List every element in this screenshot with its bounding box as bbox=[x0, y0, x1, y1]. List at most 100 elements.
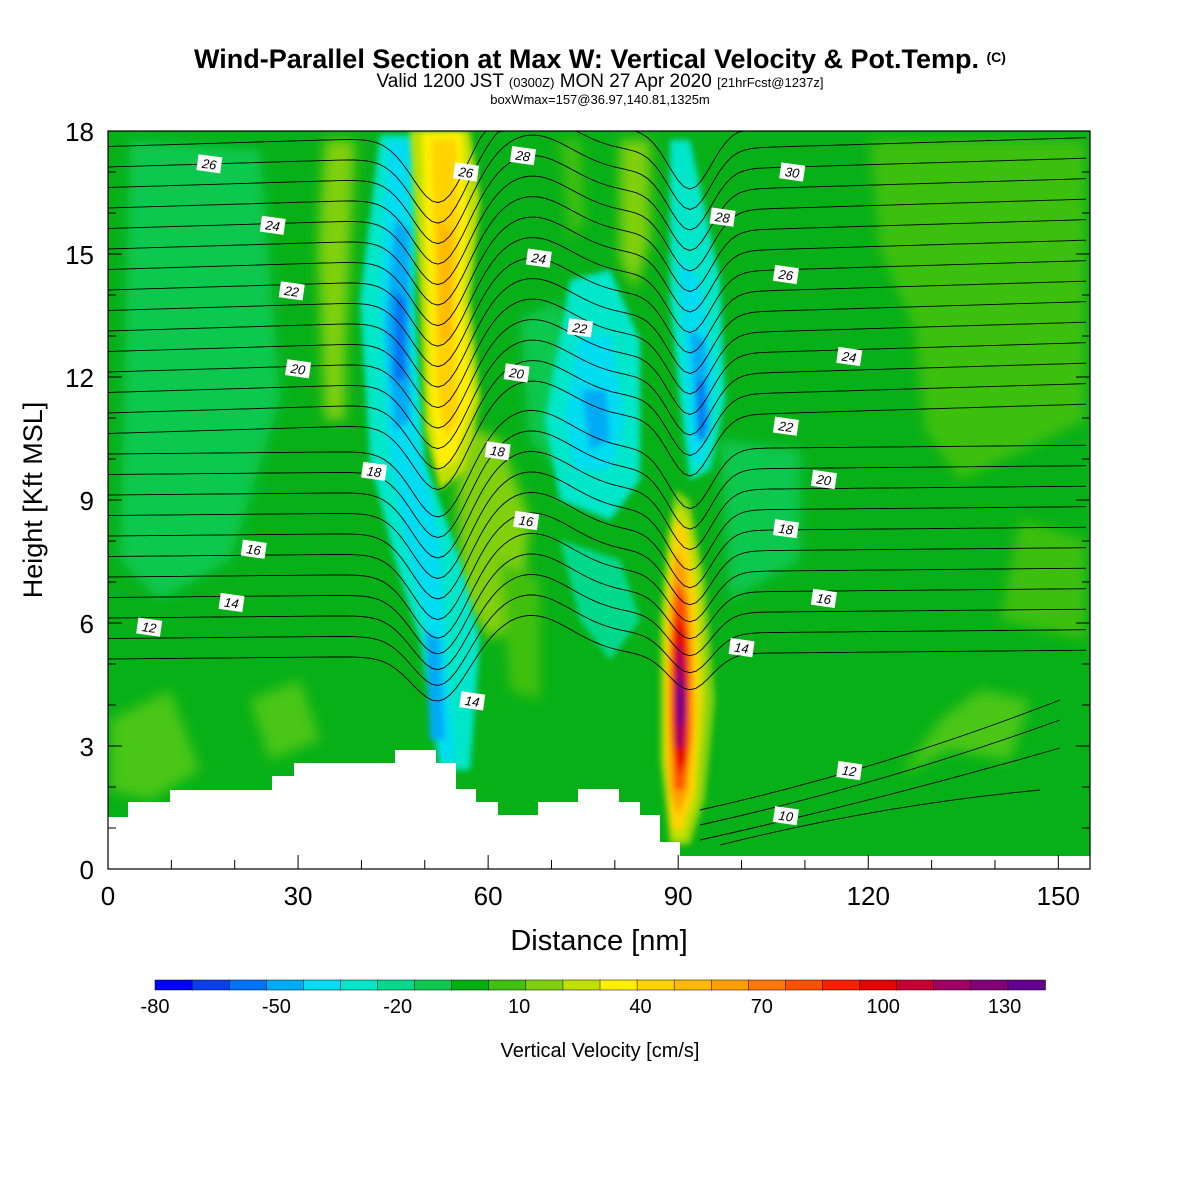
colorbar-tick-label: 130 bbox=[988, 996, 1021, 1018]
theta-contour-line bbox=[108, 594, 1087, 686]
contour-label-box bbox=[452, 162, 479, 182]
contour-label: 18 bbox=[484, 441, 511, 461]
theta-contour-line bbox=[108, 410, 1087, 518]
chart-subtitle: Valid 1200 JST (0300Z) MON 27 Apr 2020 [… bbox=[376, 71, 824, 92]
y-tick-label: 18 bbox=[65, 117, 94, 147]
x-tick-label: 30 bbox=[284, 881, 313, 911]
contour-label-box bbox=[772, 416, 799, 436]
colorbar-swatch bbox=[970, 979, 1009, 991]
contour-label-text: 22 bbox=[777, 418, 795, 435]
contour-label: 30 bbox=[779, 162, 806, 182]
colorbar-swatch bbox=[488, 979, 527, 991]
colorbar-tick-label: -80 bbox=[141, 996, 170, 1018]
colorbar-tick-label: 100 bbox=[866, 996, 899, 1018]
contour-label: 26 bbox=[772, 264, 799, 285]
colorbar-tick-label: 10 bbox=[508, 996, 530, 1018]
contour-label-text: 28 bbox=[514, 148, 532, 165]
theta-contour-line bbox=[108, 196, 1087, 306]
contour-label-text: 20 bbox=[815, 471, 833, 488]
colorbar-swatch bbox=[896, 979, 935, 991]
copyright-mark: (C) bbox=[986, 49, 1006, 65]
theta-contour-line bbox=[108, 380, 1087, 491]
contour-label-box bbox=[836, 346, 863, 367]
colorbar-swatch bbox=[822, 979, 861, 991]
colorbar-swatch bbox=[228, 979, 268, 991]
box-info: boxWmax=157@36.97,140.81,1325m bbox=[490, 92, 710, 107]
contour-label-box bbox=[218, 592, 245, 613]
contour-label-box bbox=[772, 806, 799, 826]
contour-label-box bbox=[509, 146, 536, 166]
contour-label-box bbox=[240, 539, 267, 559]
colorbar-swatch bbox=[266, 979, 305, 991]
contour-label-box bbox=[484, 441, 511, 461]
contour-label-text: 12 bbox=[141, 619, 158, 636]
y-tick-label: 9 bbox=[80, 486, 94, 516]
contour-label-text: 16 bbox=[245, 541, 262, 558]
contour-label-text: 26 bbox=[777, 266, 795, 283]
contour-label: 22 bbox=[566, 318, 593, 338]
theta-contour-line bbox=[108, 615, 1087, 702]
theta-contour-line bbox=[108, 237, 1087, 347]
terrain bbox=[108, 750, 1090, 869]
colorbar-swatch bbox=[154, 979, 193, 991]
contour-label: 26 bbox=[196, 154, 223, 174]
theta-contour-line bbox=[108, 131, 1086, 204]
theta-contour-line bbox=[108, 533, 1087, 639]
contour-label-text: 26 bbox=[457, 164, 475, 181]
contour-label: 22 bbox=[772, 416, 799, 436]
contour-label-box bbox=[810, 588, 837, 608]
contour-label-box bbox=[259, 215, 286, 235]
contour-label-text: 24 bbox=[530, 250, 547, 267]
theta-contour-line bbox=[108, 155, 1087, 265]
colorbar-swatch bbox=[191, 979, 230, 991]
contour-label-text: 14 bbox=[223, 595, 239, 612]
contour-label-text: 18 bbox=[366, 463, 383, 480]
theta-contour-line bbox=[108, 553, 1087, 655]
contour-label-box bbox=[779, 162, 806, 182]
contour-label-box bbox=[709, 207, 736, 227]
contour-label-text: 22 bbox=[282, 283, 300, 300]
contour-label-box bbox=[836, 761, 863, 781]
contour-label: 10 bbox=[772, 806, 799, 826]
theta-contour-line bbox=[108, 216, 1087, 327]
colorbar: -80 -50 -20 10 40 70 100 130 bbox=[141, 979, 1046, 1018]
contour-label-text: 18 bbox=[778, 521, 795, 538]
contour-label: 22 bbox=[278, 281, 305, 301]
colorbar-swatch bbox=[748, 979, 787, 991]
colorbar-swatch bbox=[599, 979, 638, 991]
contour-label: 14 bbox=[459, 691, 486, 711]
contour-label: 16 bbox=[513, 510, 540, 531]
colorbar-swatch bbox=[414, 979, 453, 991]
contour-label-box bbox=[459, 691, 486, 711]
contour-label-box bbox=[513, 510, 540, 531]
theta-contour-line bbox=[108, 298, 1087, 409]
theta-contour-line bbox=[108, 319, 1087, 429]
contour-label-text: 20 bbox=[289, 361, 307, 378]
y-tick-label: 15 bbox=[65, 240, 94, 270]
y-tick-label: 12 bbox=[65, 363, 94, 393]
contour-label-box bbox=[285, 359, 312, 379]
y-tick-label: 0 bbox=[80, 855, 94, 885]
contour-label-box bbox=[361, 461, 388, 481]
contour-label: 12 bbox=[836, 761, 863, 781]
colorbar-swatch bbox=[377, 979, 416, 991]
contour-label: 24 bbox=[836, 346, 863, 367]
theta-contour-line bbox=[699, 719, 1061, 826]
contour-label: 20 bbox=[285, 359, 312, 379]
contour-label: 16 bbox=[810, 588, 837, 608]
colorbar-swatch bbox=[711, 979, 750, 991]
contour-label-text: 12 bbox=[841, 763, 858, 780]
contour-label-box bbox=[772, 519, 799, 539]
contour-label: 24 bbox=[259, 215, 286, 235]
colorbar-tick-label: 70 bbox=[751, 996, 773, 1018]
contour-label-text: 20 bbox=[507, 365, 525, 382]
contour-label-box bbox=[196, 154, 223, 174]
theta-contour-line bbox=[108, 430, 1087, 538]
y-tick-label: 6 bbox=[80, 609, 94, 639]
colorbar-swatch bbox=[933, 979, 972, 991]
contour-label-box bbox=[566, 318, 593, 338]
theta-contours bbox=[108, 131, 1087, 846]
contour-label-box bbox=[503, 363, 530, 383]
theta-contour-line bbox=[108, 360, 1087, 470]
